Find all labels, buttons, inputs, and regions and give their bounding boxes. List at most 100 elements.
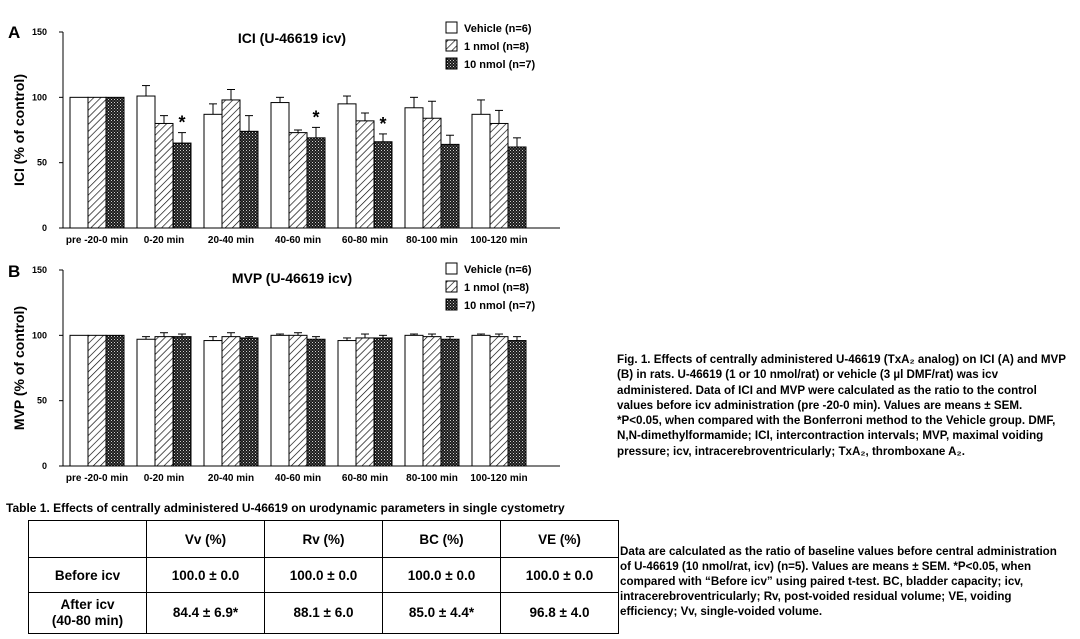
x-tick-label: 20-40 min (208, 235, 254, 246)
bar (373, 141, 393, 229)
y-axis-label: ICI (% of control) (11, 74, 27, 186)
table-cell: 100.0 ± 0.0 (264, 557, 383, 593)
table-header-rv: Rv (%) (264, 520, 383, 558)
bar (172, 336, 192, 467)
bar (239, 337, 259, 467)
legend-swatch (445, 262, 458, 275)
significance-marker: * (178, 113, 185, 133)
table-cell: 100.0 ± 0.0 (382, 557, 501, 593)
bar (105, 334, 125, 467)
table-row: Before icv 100.0 ± 0.0 100.0 ± 0.0 100.0… (28, 557, 619, 593)
figure-charts: A ICI (U-46619 icv) ICI (% of control) 0 50 1… (8, 21, 560, 484)
x-tick-label: 20-40 min (208, 473, 254, 484)
legend-label: 10 nmol (n=7) (464, 300, 536, 312)
bar (136, 95, 156, 229)
figure-caption-text: Fig. 1. Effects of centrally administere… (617, 353, 1066, 458)
x-tick-label: pre -20-0 min (66, 473, 128, 484)
chart-title: MVP (U-46619 icv) (232, 270, 352, 286)
bar (337, 103, 357, 229)
table-cell: 88.1 ± 6.0 (264, 592, 383, 634)
significance-marker: * (312, 107, 319, 127)
bar (87, 334, 107, 467)
y-tick-label: 100 (32, 330, 47, 340)
x-tick-label: 40-60 min (275, 235, 321, 246)
bar (489, 336, 509, 467)
y-tick-label: 50 (37, 396, 47, 406)
x-tick-label: 80-100 min (406, 235, 458, 246)
legend-swatch (445, 21, 458, 34)
table-cell: 100.0 ± 0.0 (146, 557, 265, 593)
bar (69, 96, 89, 229)
legend-swatch (445, 39, 458, 52)
bar (422, 117, 442, 229)
bar (87, 96, 107, 229)
table-cell: 85.0 ± 4.4* (382, 592, 501, 634)
bar (69, 334, 89, 467)
x-tick-label: 40-60 min (275, 473, 321, 484)
table-header-bc: BC (%) (382, 520, 501, 558)
y-tick-label: 100 (32, 92, 47, 102)
bar (288, 132, 308, 229)
table-row-label: After icv (40-80 min) (28, 592, 147, 634)
bar (172, 142, 192, 229)
legend-label: Vehicle (n=6) (464, 23, 532, 35)
bar (440, 143, 460, 229)
bar (355, 120, 375, 229)
bar (440, 338, 460, 467)
x-tick-label: 60-80 min (342, 473, 388, 484)
bar (471, 334, 491, 467)
y-axis-label: MVP (% of control) (11, 306, 27, 430)
x-tick-label: 100-120 min (470, 235, 527, 246)
panel-letter: A (8, 23, 20, 42)
table-cell: 100.0 ± 0.0 (500, 557, 619, 593)
cystometry-table: Vv (%) Rv (%) BC (%) VE (%) Before icv 1… (28, 520, 619, 634)
bar (507, 146, 527, 229)
bar (154, 122, 174, 229)
y-tick-label: 0 (42, 461, 47, 471)
bar (221, 99, 241, 229)
panel-a-chart: A ICI (U-46619 icv) ICI (% of control) 0 50 1… (8, 21, 560, 246)
table-header-empty (28, 520, 147, 558)
bar (288, 334, 308, 467)
bar (270, 334, 290, 467)
table-row: After icv (40-80 min) 84.4 ± 6.9* 88.1 ±… (28, 592, 619, 634)
bar (373, 337, 393, 467)
x-tick-label: 100-120 min (470, 473, 527, 484)
table-header-vv: Vv (%) (146, 520, 265, 558)
table-cell: 96.8 ± 4.0 (500, 592, 619, 634)
bar (154, 336, 174, 467)
bar (489, 122, 509, 229)
bar (203, 113, 223, 229)
figure-caption: Fig. 1. Effects of centrally administere… (617, 352, 1067, 459)
bar (422, 336, 442, 467)
bar (507, 340, 527, 467)
x-tick-label: 0-20 min (144, 473, 185, 484)
y-tick-label: 50 (37, 158, 47, 168)
y-tick-label: 150 (32, 27, 47, 37)
table-cell: 84.4 ± 6.9* (146, 592, 265, 634)
bar (306, 338, 326, 467)
legend-label: Vehicle (n=6) (464, 264, 532, 276)
bar (404, 334, 424, 467)
bar (270, 102, 290, 229)
table-row-label-line2: (40-80 min) (51, 613, 124, 628)
x-tick-label: pre -20-0 min (66, 235, 128, 246)
x-tick-label: 60-80 min (342, 235, 388, 246)
bar (203, 340, 223, 467)
legend-label: 10 nmol (n=7) (464, 59, 536, 71)
panel-letter: B (8, 262, 20, 281)
bar (404, 107, 424, 229)
table-header-row: Vv (%) Rv (%) BC (%) VE (%) (28, 520, 619, 558)
table-header-ve: VE (%) (500, 520, 619, 558)
legend-label: 1 nmol (n=8) (464, 282, 529, 294)
legend-swatch (445, 57, 458, 70)
bar (105, 96, 125, 229)
table-note: Data are calculated as the ratio of base… (620, 545, 1057, 619)
x-tick-label: 80-100 min (406, 473, 458, 484)
significance-marker: * (379, 114, 386, 134)
legend-swatch (445, 298, 458, 311)
x-tick-label: 0-20 min (144, 235, 185, 246)
bar (221, 336, 241, 467)
panel-b-chart: B MVP (U-46619 icv) MVP (% of control) 0 50 1… (8, 262, 560, 484)
bar (337, 340, 357, 467)
